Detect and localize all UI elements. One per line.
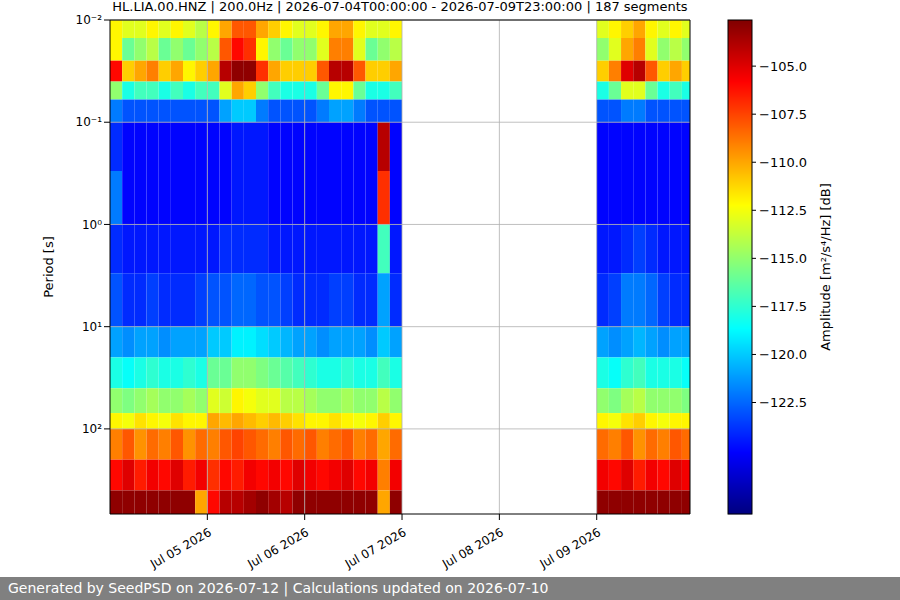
svg-text:−105.0: −105.0 bbox=[759, 59, 807, 74]
html-text:Generated by SeedPSD on 2026-0: Generated by SeedPSD on 2026-07-12 | Cal… bbox=[8, 580, 549, 596]
svg-text:10¹: 10¹ bbox=[82, 320, 102, 334]
svg-text:−112.5: −112.5 bbox=[759, 203, 807, 218]
svg-text:Jul 05 2026: Jul 05 2026 bbox=[147, 525, 214, 572]
svg-text:10⁰: 10⁰ bbox=[82, 218, 102, 232]
svg-text:10⁻¹: 10⁻¹ bbox=[76, 115, 103, 129]
svg-text:Jul 09 2026: Jul 09 2026 bbox=[537, 525, 604, 572]
svg-text:−110.0: −110.0 bbox=[759, 155, 807, 170]
svg-text:Period [s]: Period [s] bbox=[41, 236, 56, 298]
svg-text:−117.5: −117.5 bbox=[759, 299, 807, 314]
svg-text:Jul 07 2026: Jul 07 2026 bbox=[342, 525, 409, 572]
html-text:HL.LIA.00.HNZ | 200.0Hz | 2026: HL.LIA.00.HNZ | 200.0Hz | 2026-07-04T00:… bbox=[112, 0, 688, 14]
svg-text:Jul 06 2026: Jul 06 2026 bbox=[244, 525, 311, 572]
svg-text:−122.5: −122.5 bbox=[759, 395, 807, 410]
svg-text:Amplitude [m²/s⁴/Hz] [dB]: Amplitude [m²/s⁴/Hz] [dB] bbox=[818, 183, 833, 351]
svg-text:10²: 10² bbox=[82, 422, 102, 436]
svg-text:10⁻²: 10⁻² bbox=[76, 13, 103, 27]
svg-text:−107.5: −107.5 bbox=[759, 107, 807, 122]
svg-text:−115.0: −115.0 bbox=[759, 251, 807, 266]
svg-text:−120.0: −120.0 bbox=[759, 347, 807, 362]
svg-text:Jul 08 2026: Jul 08 2026 bbox=[439, 525, 506, 572]
